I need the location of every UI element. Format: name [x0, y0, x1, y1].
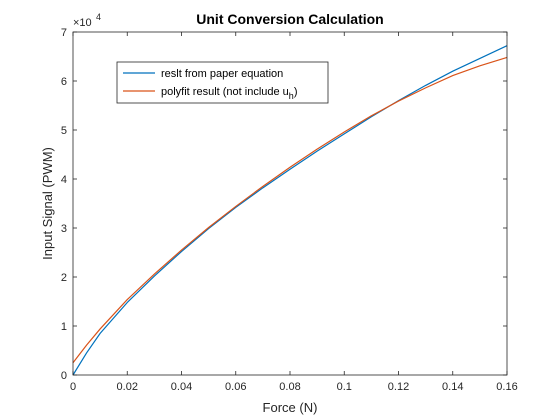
- y-tick-label: 7: [61, 27, 67, 39]
- x-tick-label: 0.08: [279, 381, 300, 393]
- chart-title: Unit Conversion Calculation: [196, 11, 383, 27]
- y-tick-label: 3: [61, 223, 67, 235]
- y-tick-label: 1: [61, 321, 67, 333]
- y-exponent-base: ×10: [73, 17, 92, 29]
- legend-label-polyfit: polyfit result (not include uh): [161, 86, 297, 101]
- y-tick-label: 0: [61, 370, 67, 382]
- y-tick-label: 5: [61, 125, 67, 137]
- x-axis: 0 0.02 0.04 0.06 0.08 0.1 0.12 0.14 0.16: [70, 32, 518, 393]
- series-layer: [72, 45, 508, 376]
- legend: reslt from paper equation polyfit result…: [116, 61, 329, 104]
- y-axis-label: Input Signal (PWM): [40, 147, 55, 260]
- y-tick-label: 6: [61, 76, 67, 88]
- x-tick-label: 0.1: [337, 381, 352, 393]
- legend-label-paper-equation: reslt from paper equation: [161, 68, 283, 80]
- legend-label-polyfit-suffix: ): [294, 86, 298, 98]
- x-tick-label: 0.02: [117, 381, 138, 393]
- series-line-1: [72, 56, 508, 364]
- y-tick-label: 4: [61, 174, 67, 186]
- y-axis: 0 1 2 3 4 5 6 7: [61, 27, 507, 382]
- series-line-0: [72, 45, 508, 376]
- x-tick-label: 0.14: [442, 381, 463, 393]
- x-tick-label: 0: [70, 381, 76, 393]
- x-tick-label: 0.06: [225, 381, 246, 393]
- y-tick-label: 2: [61, 272, 67, 284]
- legend-label-polyfit-subscript: h: [289, 91, 294, 101]
- x-tick-label: 0.04: [171, 381, 192, 393]
- x-tick-label: 0.12: [388, 381, 409, 393]
- x-axis-label: Force (N): [263, 400, 318, 415]
- x-tick-label: 0.16: [496, 381, 517, 393]
- y-exponent-power: 4: [96, 12, 101, 22]
- legend-label-polyfit-main: polyfit result (not include u: [161, 86, 289, 98]
- legend-box: [116, 61, 329, 104]
- y-exponent: ×10 4: [73, 12, 101, 29]
